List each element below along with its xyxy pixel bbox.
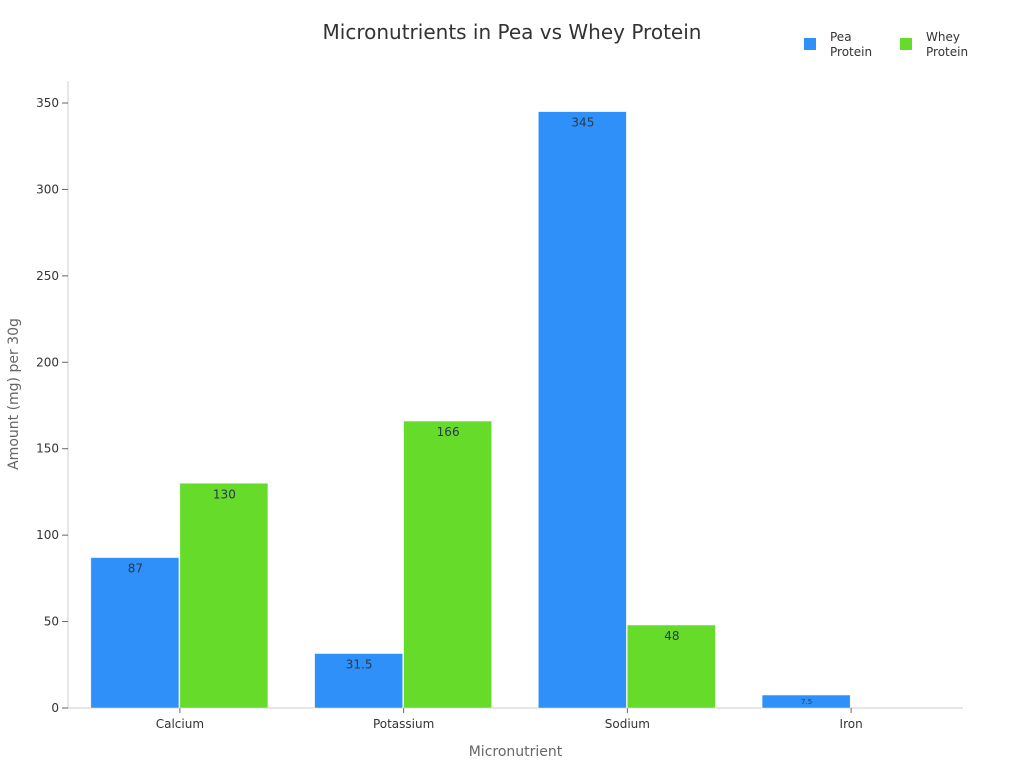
legend-label-whey-2: Protein (926, 45, 969, 59)
bar-value-label: 87 (128, 562, 143, 576)
y-axis-title: Amount (mg) per 30g (6, 318, 22, 470)
y-tick-label: 200 (36, 355, 59, 369)
bar-value-label: 7.5 (801, 698, 812, 706)
legend: Pea Protein Whey Protein (804, 30, 976, 60)
legend-swatch-pea (804, 38, 816, 50)
bar-whey-protein-sodium[interactable] (627, 624, 716, 709)
bar-whey-protein-potassium[interactable] (403, 420, 492, 709)
legend-item-pea[interactable]: Pea Protein (804, 30, 880, 60)
y-tick-label: 350 (36, 96, 59, 110)
legend-item-whey[interactable]: Whey Protein (900, 30, 976, 60)
bar-pea-protein-iron[interactable] (761, 694, 851, 709)
legend-label-whey-1: Whey (926, 30, 960, 44)
y-tick-label: 0 (51, 701, 59, 715)
x-axis-title: Micronutrient (469, 744, 563, 760)
bar-value-label: 166 (437, 425, 460, 439)
bar-whey-protein-calcium[interactable] (179, 483, 269, 709)
legend-label-pea-2: Protein (830, 45, 873, 59)
bar-value-label: 345 (571, 116, 594, 130)
y-tick-label: 250 (36, 269, 59, 283)
bar-value-label: 130 (213, 487, 236, 501)
x-tick-label: Iron (840, 717, 863, 731)
y-tick-label: 100 (36, 528, 59, 542)
bar-value-label: 48 (664, 629, 679, 643)
bar-pea-protein-sodium[interactable] (538, 111, 627, 709)
y-tick-label: 300 (36, 182, 59, 196)
x-tick-label: Potassium (373, 717, 434, 731)
x-tick-label: Calcium (156, 717, 204, 731)
bar-pea-protein-potassium[interactable] (314, 653, 403, 709)
y-tick-label: 50 (44, 615, 59, 629)
x-tick-label: Sodium (605, 717, 650, 731)
y-tick-label: 150 (36, 442, 59, 456)
bar-value-label: 31.5 (346, 658, 373, 672)
chart-title: Micronutrients in Pea vs Whey Protein (322, 20, 702, 44)
legend-swatch-whey (900, 38, 912, 50)
legend-label-pea-1: Pea (830, 30, 852, 44)
bar-pea-protein-calcium[interactable] (90, 557, 180, 709)
